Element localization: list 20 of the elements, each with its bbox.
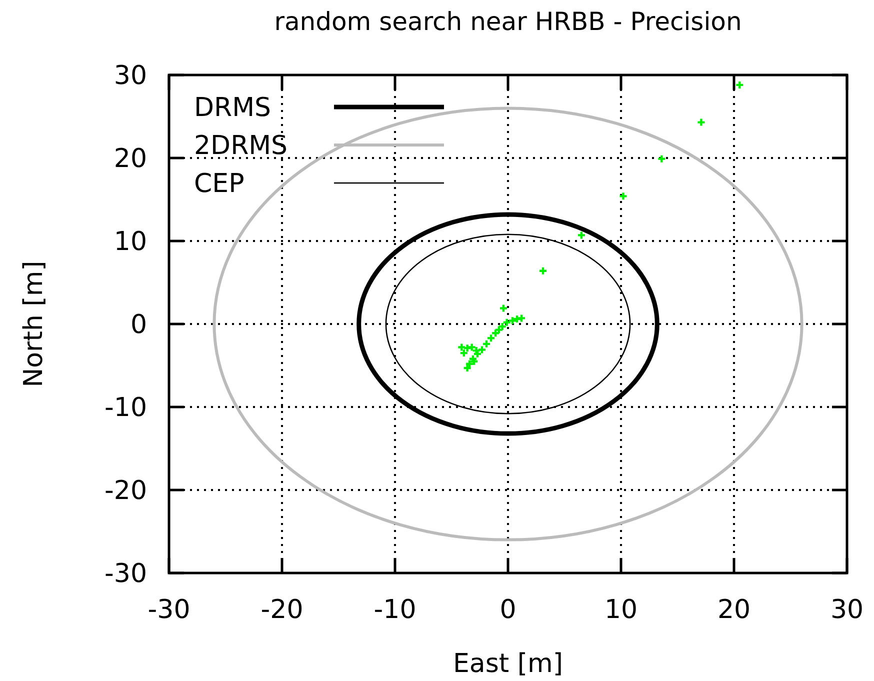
x-tick-label: 30 (830, 595, 864, 625)
chart-title: random search near HRBB - Precision (274, 7, 742, 36)
y-tick-label: 30 (114, 61, 147, 91)
annotation: DRMS (194, 93, 272, 123)
x-axis-title: East [m] (453, 649, 563, 679)
y-tick-label: 20 (114, 144, 147, 174)
y-tick-label: 0 (130, 310, 147, 340)
x-tick-label: 10 (604, 595, 638, 625)
annotation: 2DRMS (194, 131, 288, 161)
y-axis-title: North [m] (19, 260, 49, 388)
y-tick-label: -10 (104, 393, 147, 423)
y-tick-label: -30 (104, 559, 147, 589)
x-tick-label: -10 (374, 595, 416, 625)
y-tick-label: -20 (104, 476, 147, 506)
x-tick-label: -30 (148, 595, 190, 625)
annotation: CEP (194, 169, 244, 199)
x-tick-label: 20 (717, 595, 751, 625)
y-tick-label: 10 (114, 227, 147, 257)
x-tick-label: 0 (500, 595, 516, 625)
x-tick-label: -20 (260, 595, 304, 625)
